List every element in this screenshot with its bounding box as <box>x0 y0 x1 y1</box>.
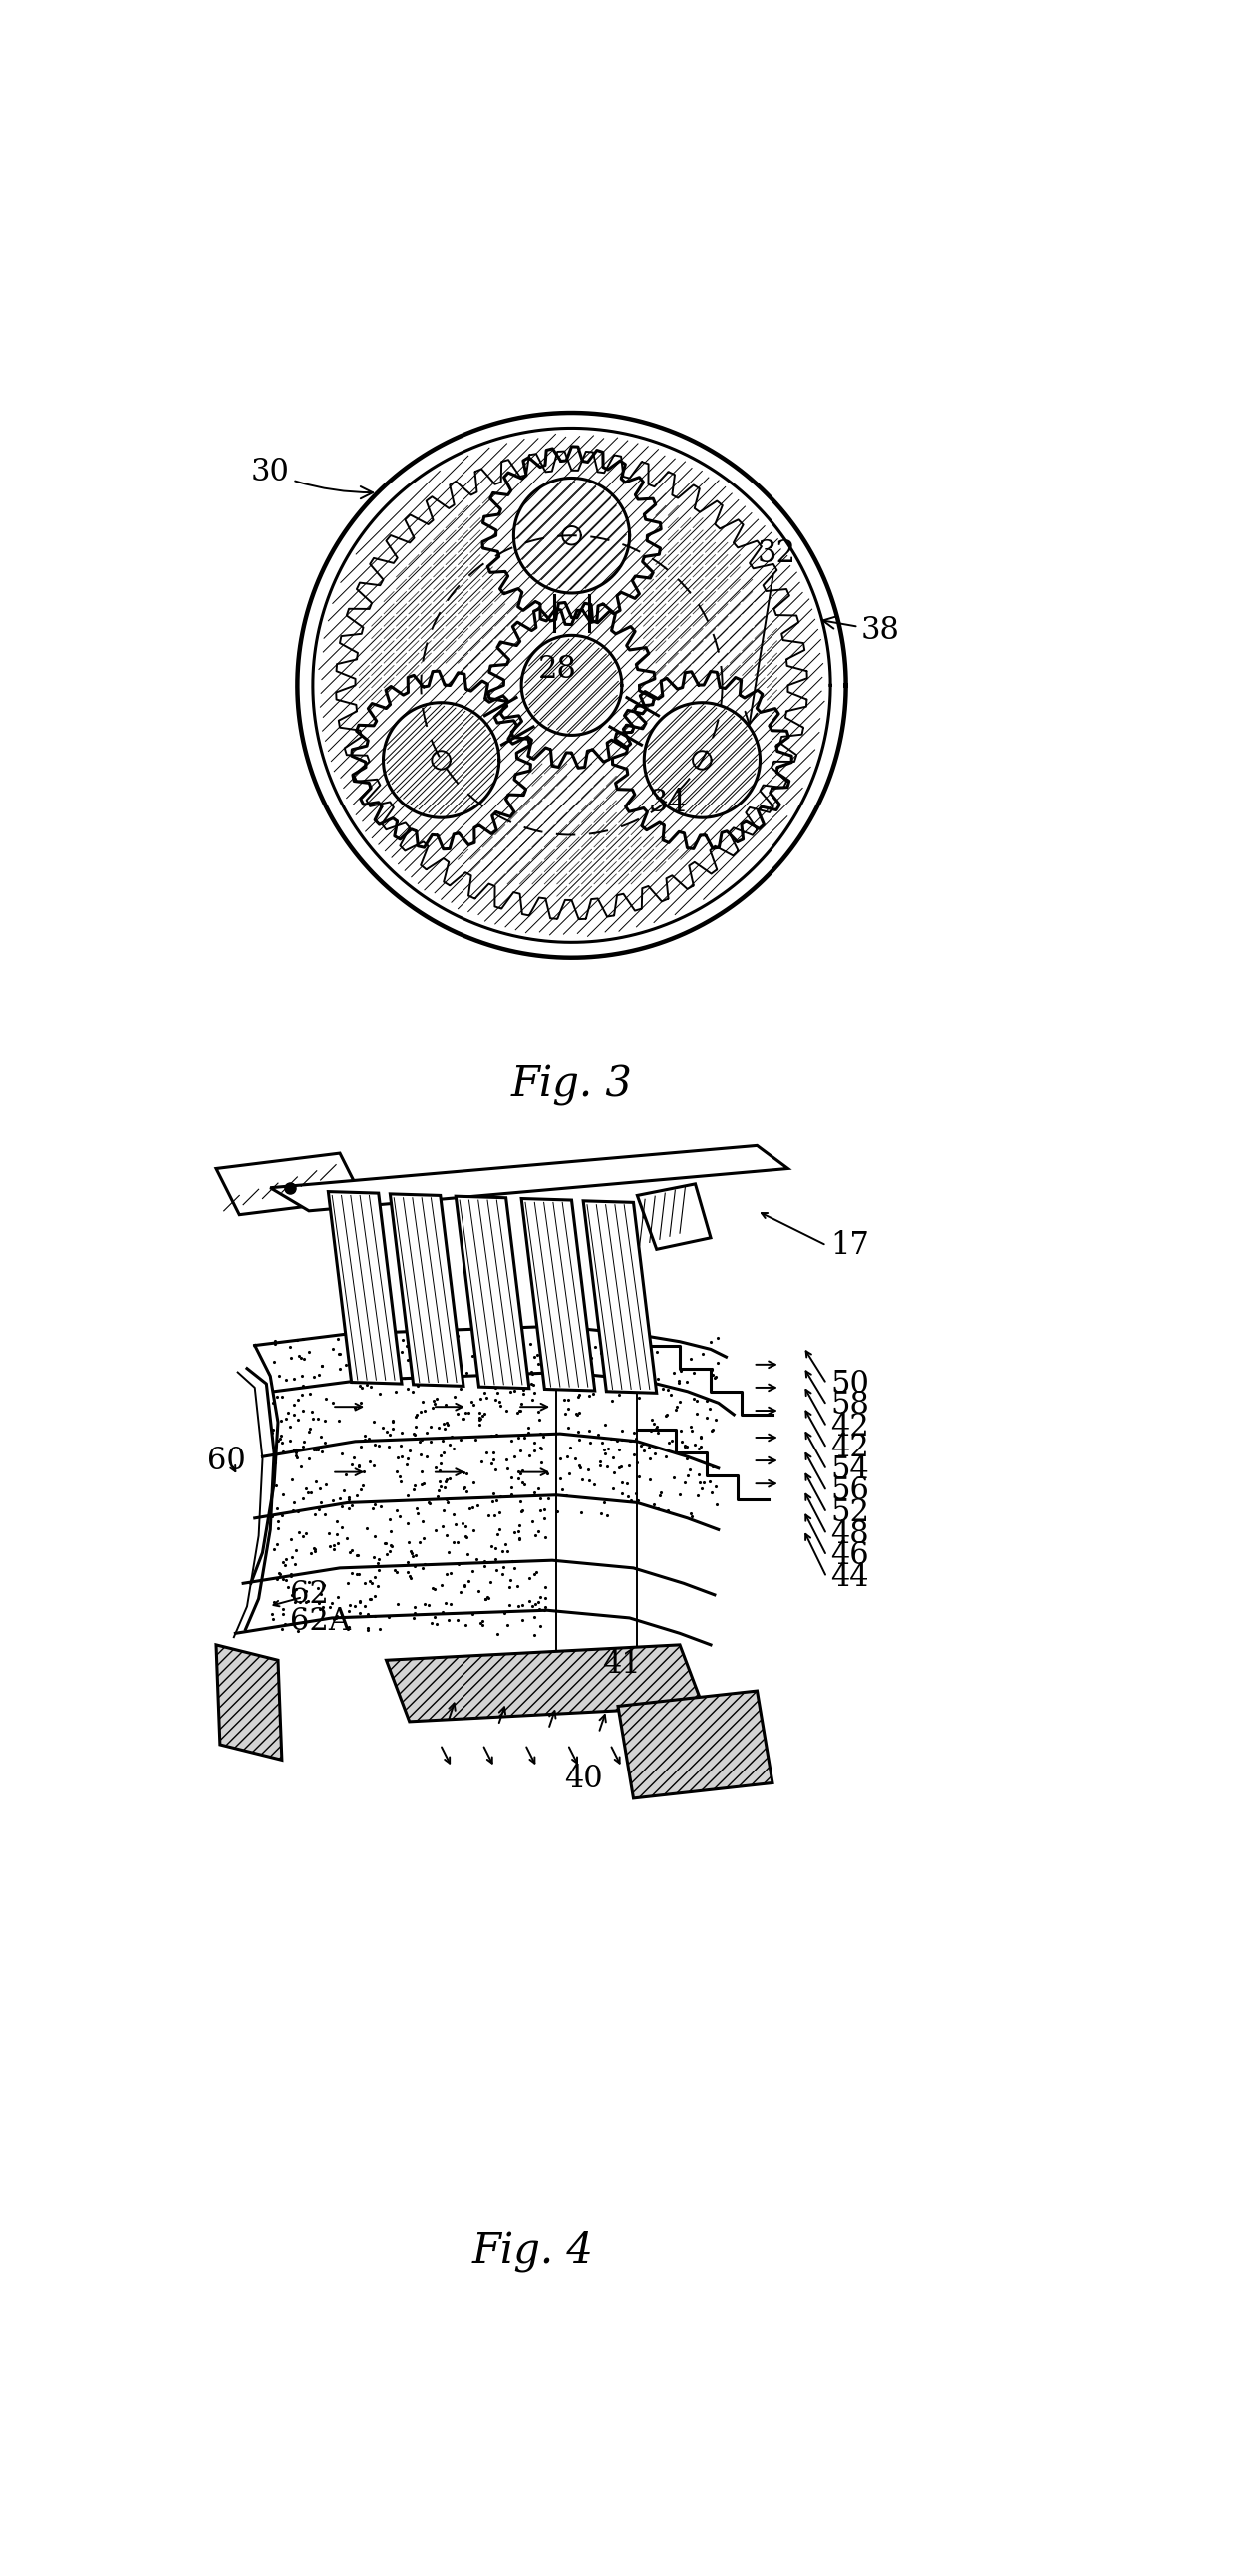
Text: 60: 60 <box>206 1445 246 1476</box>
Polygon shape <box>638 1185 711 1249</box>
Text: 58: 58 <box>831 1391 869 1422</box>
Polygon shape <box>583 1200 656 1394</box>
Polygon shape <box>391 1195 464 1386</box>
Polygon shape <box>216 1643 282 1759</box>
Text: 34: 34 <box>649 788 687 819</box>
Text: Fig. 4: Fig. 4 <box>472 2231 593 2272</box>
Polygon shape <box>456 1195 529 1388</box>
Text: Fig. 3: Fig. 3 <box>510 1064 633 1105</box>
Text: 38: 38 <box>823 616 900 647</box>
Polygon shape <box>386 1643 703 1721</box>
Text: 48: 48 <box>831 1520 869 1551</box>
Text: 40: 40 <box>564 1765 602 1795</box>
Text: 52: 52 <box>831 1497 869 1528</box>
Text: 32: 32 <box>745 538 796 724</box>
Text: 44: 44 <box>831 1561 869 1592</box>
Text: 42: 42 <box>831 1412 869 1443</box>
Text: 30: 30 <box>251 456 373 500</box>
Text: 56: 56 <box>831 1476 869 1507</box>
Text: 46: 46 <box>831 1540 869 1571</box>
Polygon shape <box>329 1193 402 1383</box>
Polygon shape <box>522 1198 595 1391</box>
Polygon shape <box>618 1690 772 1798</box>
Text: 54: 54 <box>831 1455 869 1486</box>
Polygon shape <box>216 1154 363 1216</box>
Text: 62: 62 <box>289 1579 329 1610</box>
Text: 41: 41 <box>603 1649 641 1680</box>
Text: 42: 42 <box>831 1432 869 1463</box>
Text: 50: 50 <box>831 1368 869 1399</box>
Polygon shape <box>271 1146 789 1211</box>
Text: 17: 17 <box>831 1231 869 1262</box>
Text: 28: 28 <box>539 654 577 685</box>
Text: 62A: 62A <box>289 1607 351 1638</box>
